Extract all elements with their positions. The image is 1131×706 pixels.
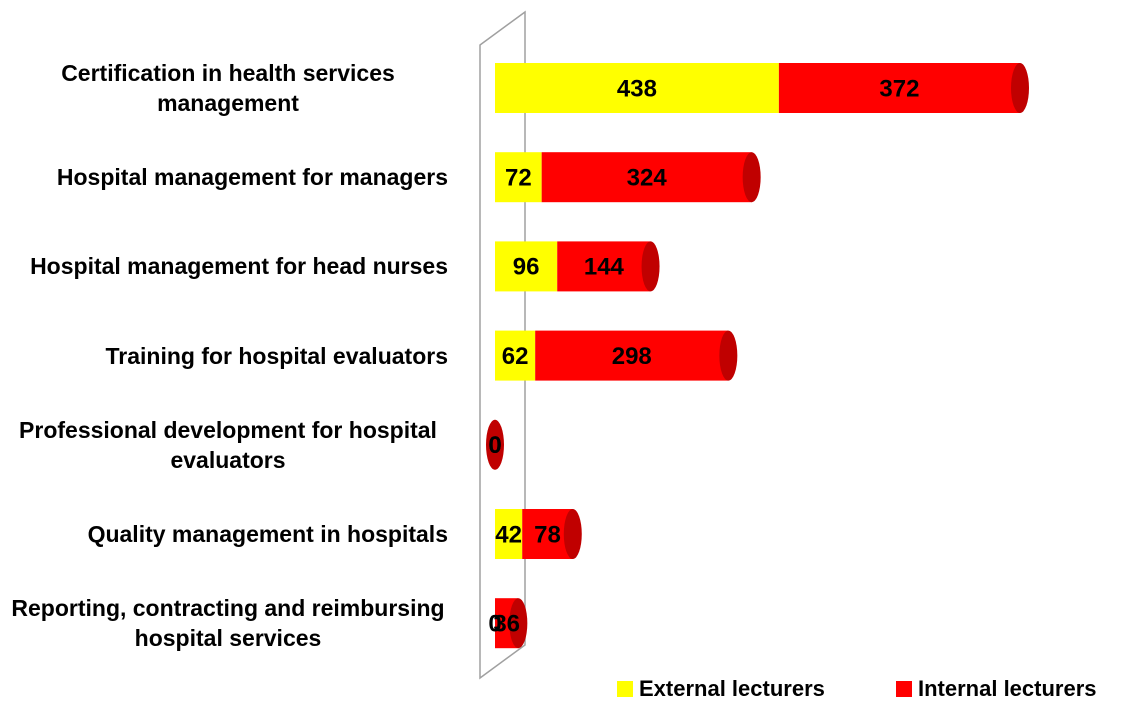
bar-cap	[719, 330, 738, 381]
category-label: Hospital management for head nurses	[30, 253, 448, 280]
bar-segment	[778, 63, 1020, 113]
value-label: 144	[584, 254, 625, 281]
bar-cap	[641, 241, 660, 292]
legend-swatch	[617, 681, 633, 697]
value-label: 42	[495, 521, 522, 548]
bar-segment	[495, 241, 558, 292]
bar-cap	[742, 152, 761, 203]
legend-label: Internal lecturers	[918, 676, 1097, 701]
bar-cap	[563, 509, 582, 559]
bar-cap	[486, 419, 504, 470]
value-label: 96	[513, 254, 540, 281]
category-label: Certification in health services managem…	[61, 60, 395, 116]
value-label: 0	[488, 611, 501, 638]
bar-cap	[509, 598, 528, 649]
legend-label: External lecturers	[639, 676, 825, 701]
category-label: Professional development for hospital ev…	[19, 416, 437, 473]
value-label: 0	[488, 432, 501, 459]
category-label: Hospital management for managers	[56, 164, 448, 191]
category-label: Quality management in hospitals	[87, 521, 448, 547]
value-label: 78	[534, 521, 561, 548]
bar-segment	[535, 330, 729, 381]
value-label: 62	[502, 343, 529, 370]
value-label: 438	[617, 75, 657, 102]
bar-segment	[541, 152, 752, 203]
category-label: Reporting, contracting and reimbursing h…	[11, 595, 445, 652]
value-label: 0	[488, 432, 501, 459]
legend-item: External lecturers	[617, 676, 825, 702]
value-label: 372	[879, 75, 919, 102]
back-wall	[479, 10, 526, 680]
legend-item: Internal lecturers	[896, 676, 1097, 702]
bar-segment	[495, 152, 542, 203]
value-label: 72	[505, 165, 532, 192]
bar-cap	[1011, 63, 1029, 113]
bar-segment	[495, 330, 536, 381]
bar-segment	[495, 509, 523, 559]
value-label: 298	[612, 343, 652, 370]
bar-segment	[557, 241, 651, 292]
category-label: Training for hospital evaluators	[105, 342, 448, 369]
bar-segment	[495, 63, 779, 113]
value-label: 36	[493, 611, 520, 638]
value-label: 324	[627, 165, 668, 192]
legend-swatch	[896, 681, 912, 697]
